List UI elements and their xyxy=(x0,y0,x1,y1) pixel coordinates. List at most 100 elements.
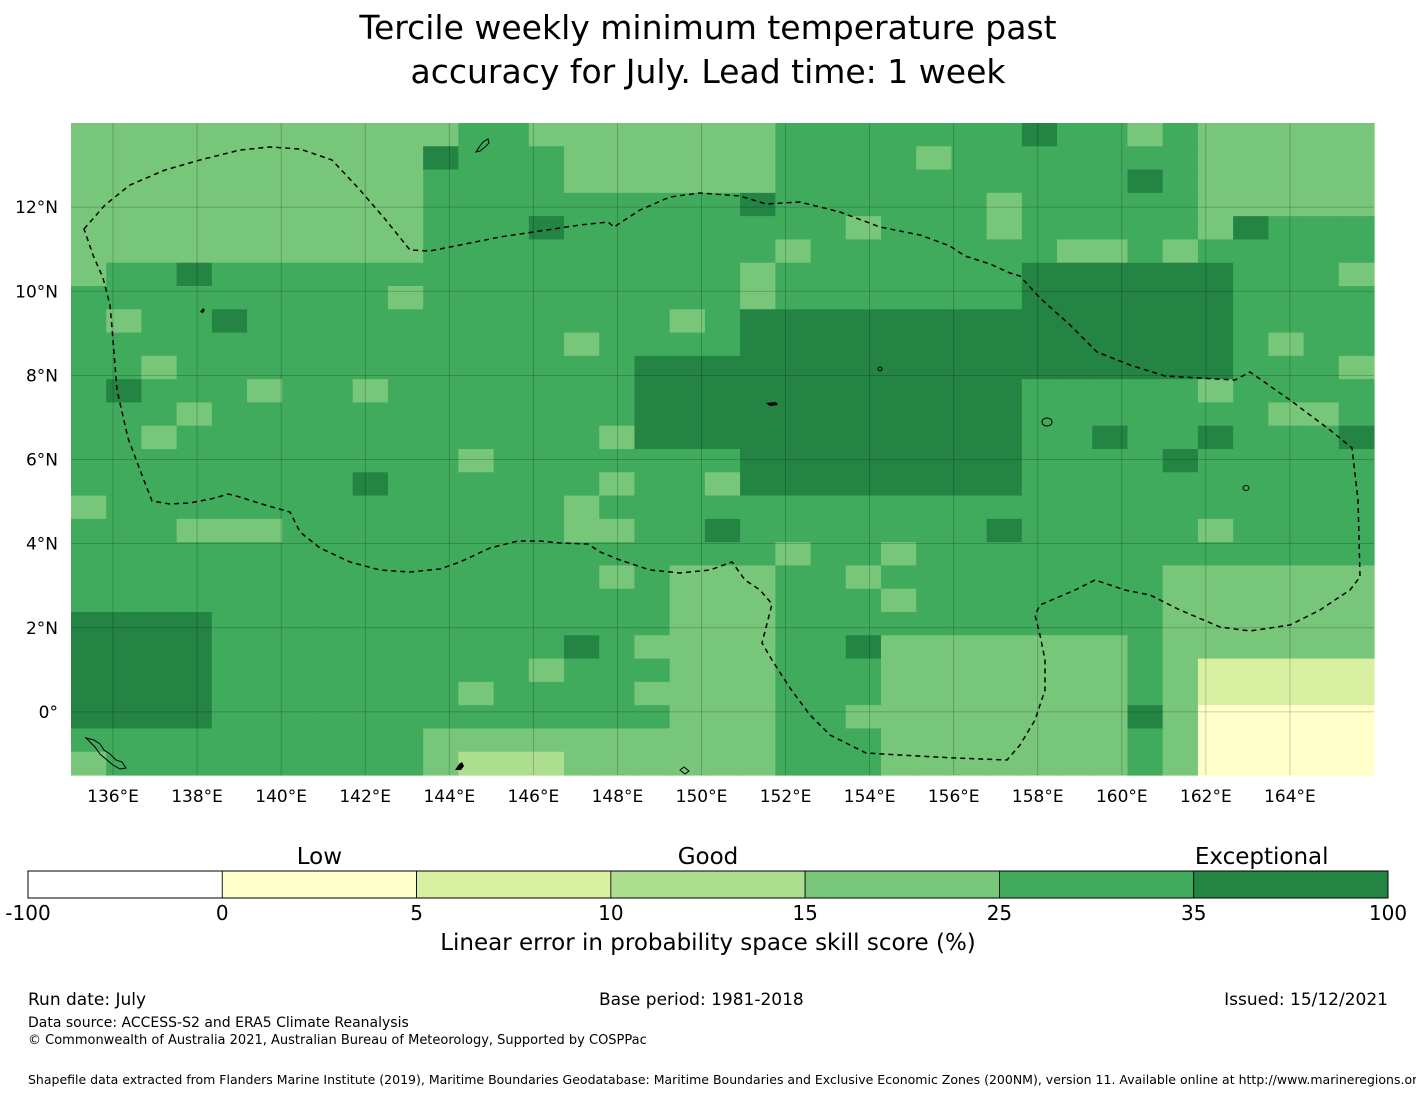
grid-cell xyxy=(387,286,424,310)
grid-cell xyxy=(1057,565,1093,590)
grid-cell xyxy=(845,542,882,567)
grid-cell xyxy=(71,123,107,147)
colorbar-category-label: Low xyxy=(297,844,342,870)
grid-cell xyxy=(387,635,424,660)
grid-cell xyxy=(1197,146,1234,171)
grid-cell xyxy=(880,658,917,683)
grid-cell xyxy=(141,681,178,706)
grid-cell xyxy=(176,425,213,450)
grid-cell xyxy=(176,612,213,636)
grid-cell xyxy=(1092,355,1129,380)
grid-cell xyxy=(1127,216,1164,241)
grid-cell xyxy=(423,495,459,520)
grid-cell xyxy=(1162,332,1199,357)
grid-cell xyxy=(423,332,459,357)
grid-cell xyxy=(1057,216,1093,241)
grid-cell xyxy=(387,262,424,287)
longitude-labels: 136°E 138°E 140°E 142°E 144°E 146°E 148°E 150°E… xyxy=(87,787,1316,807)
grid-cell xyxy=(740,123,776,147)
grid-cell xyxy=(1197,379,1234,404)
grid-cell xyxy=(669,286,706,310)
grid-cell xyxy=(211,565,248,590)
grid-cell xyxy=(458,379,495,404)
grid-cell xyxy=(423,192,459,217)
grid-cell xyxy=(458,705,495,730)
grid-cell xyxy=(704,262,741,287)
grid-cell xyxy=(211,588,248,613)
grid-cell xyxy=(986,262,1023,287)
grid-cell xyxy=(810,402,847,427)
grid-cell xyxy=(106,705,143,730)
grid-cell xyxy=(1162,612,1199,636)
grid-cell xyxy=(599,239,636,264)
grid-cell xyxy=(1197,588,1234,613)
grid-cell xyxy=(1127,402,1164,427)
grid-cell xyxy=(247,612,283,636)
grid-cell xyxy=(1021,239,1058,264)
grid-cell xyxy=(1021,192,1058,217)
grid-cell xyxy=(1197,449,1234,473)
grid-cell xyxy=(387,425,424,450)
grid-cell xyxy=(599,309,636,334)
grid-cell xyxy=(493,169,530,194)
grid-cell xyxy=(1162,402,1199,427)
grid-cell xyxy=(528,192,565,217)
grid-cell xyxy=(71,542,107,567)
grid-cell xyxy=(458,449,495,473)
grid-cell xyxy=(564,402,600,427)
grid-cell xyxy=(775,332,812,357)
grid-cell xyxy=(951,681,988,706)
grid-cell xyxy=(1338,379,1375,404)
grid-cell xyxy=(211,705,248,730)
grid-cell xyxy=(1338,588,1375,613)
grid-cell xyxy=(282,216,319,241)
grid-cell xyxy=(916,658,953,683)
grid-cell xyxy=(1303,728,1340,753)
grid-cell xyxy=(387,332,424,357)
grid-cell xyxy=(1162,588,1199,613)
colorbar-segment xyxy=(610,870,806,899)
grid-cell xyxy=(1303,705,1340,730)
grid-cell xyxy=(634,402,671,427)
grid-cell xyxy=(1268,542,1305,567)
grid-cell xyxy=(106,402,143,427)
grid-cell xyxy=(317,495,354,520)
grid-cell xyxy=(1092,449,1129,473)
grid-cell xyxy=(528,751,565,776)
grid-cell xyxy=(704,123,741,147)
grid-cell xyxy=(1197,216,1234,241)
grid-cell xyxy=(1162,239,1199,264)
grid-cell xyxy=(493,123,530,147)
grid-cell xyxy=(1268,216,1305,241)
grid-cell xyxy=(1338,309,1375,334)
grid-cell xyxy=(141,169,178,194)
grid-cell xyxy=(669,402,706,427)
grid-cell xyxy=(1268,425,1305,450)
grid-cell xyxy=(880,286,917,310)
grid-cell xyxy=(1338,192,1375,217)
grid-cell xyxy=(951,728,988,753)
grid-cell xyxy=(1057,588,1093,613)
grid-cell xyxy=(845,262,882,287)
grid-cell xyxy=(775,472,812,497)
grid-cell xyxy=(564,355,600,380)
grid-cell xyxy=(387,588,424,613)
grid-cell xyxy=(704,495,741,520)
grid-cell xyxy=(564,286,600,310)
grid-cell xyxy=(1021,681,1058,706)
grid-cell xyxy=(1021,355,1058,380)
grid-cell xyxy=(352,425,389,450)
grid-cell xyxy=(1162,705,1199,730)
grid-cell xyxy=(1127,332,1164,357)
colorbar-tick-label: 25 xyxy=(987,901,1012,925)
grid-cell xyxy=(493,635,530,660)
longitude-label: 160°E xyxy=(1096,787,1148,807)
grid-cell xyxy=(176,542,213,567)
grid-cell xyxy=(458,751,495,776)
grid-cell xyxy=(423,123,459,147)
grid-cell xyxy=(564,588,600,613)
grid-cell xyxy=(1338,751,1375,776)
shapefile-credit: Shapefile data extracted from Flanders M… xyxy=(28,1072,1416,1087)
grid-cell xyxy=(669,472,706,497)
grid-cell xyxy=(634,518,671,543)
